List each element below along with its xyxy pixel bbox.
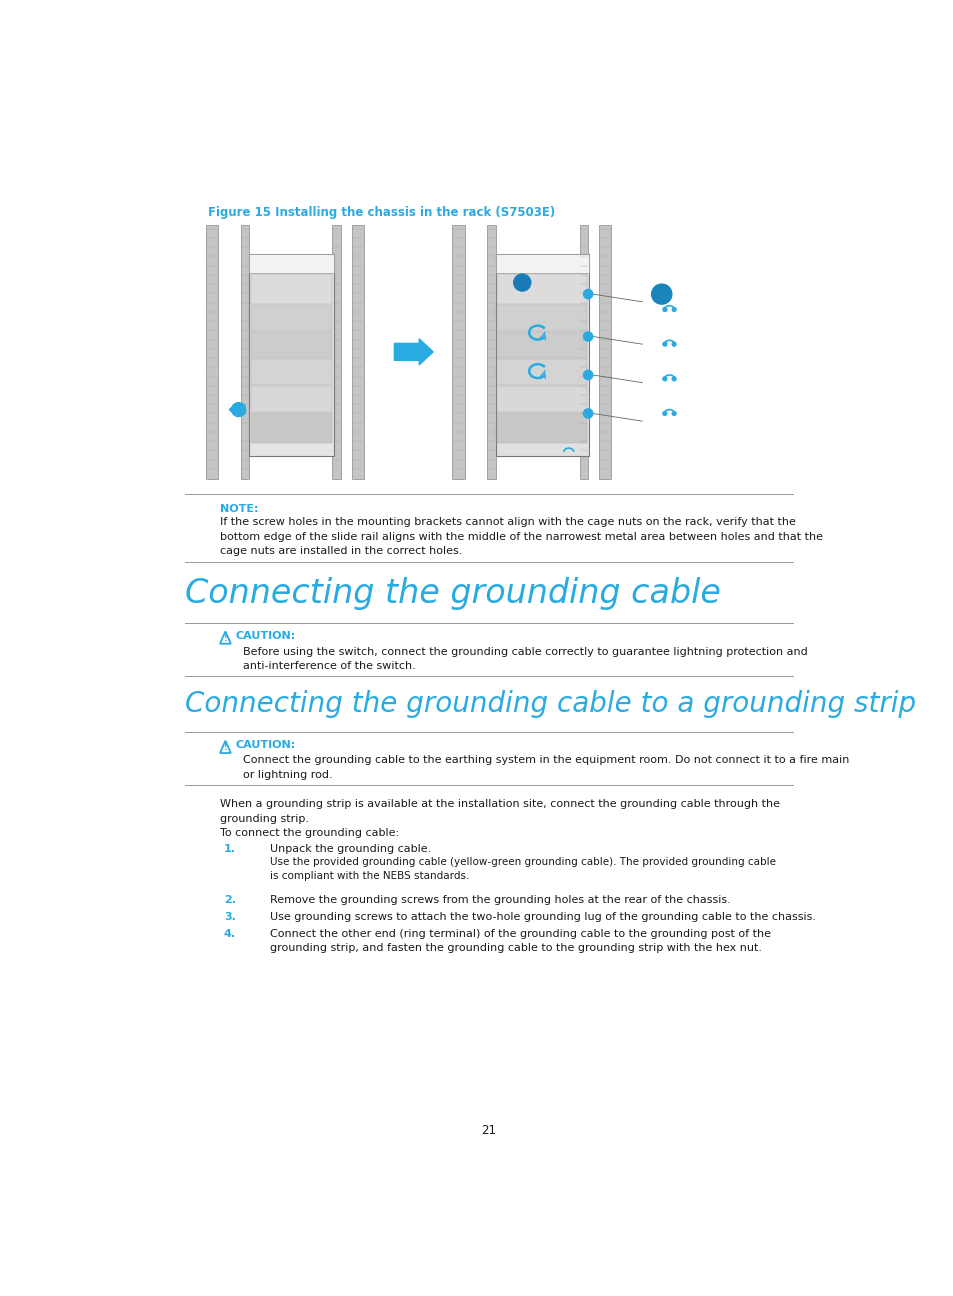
Circle shape <box>513 273 530 292</box>
Text: !: ! <box>223 743 227 752</box>
Bar <box>206 224 218 480</box>
Bar <box>251 359 332 385</box>
Circle shape <box>583 408 592 419</box>
Circle shape <box>662 342 666 346</box>
Bar <box>452 224 464 480</box>
Circle shape <box>662 307 666 311</box>
Text: 2.: 2. <box>224 894 235 905</box>
Text: !: ! <box>223 634 227 643</box>
Circle shape <box>583 289 592 299</box>
Circle shape <box>672 377 676 381</box>
Circle shape <box>662 412 666 416</box>
Text: Figure 15 Installing the chassis in the rack (S7503E): Figure 15 Installing the chassis in the … <box>208 206 555 219</box>
Text: Use grounding screws to attach the two-hole grounding lug of the grounding cable: Use grounding screws to attach the two-h… <box>270 911 816 921</box>
Bar <box>241 224 249 480</box>
Text: 3.: 3. <box>224 911 235 921</box>
Text: Connecting the grounding cable to a grounding strip: Connecting the grounding cable to a grou… <box>185 689 915 718</box>
Circle shape <box>672 307 676 311</box>
Bar <box>251 273 332 305</box>
Bar <box>251 332 332 358</box>
Bar <box>497 386 587 412</box>
Bar <box>497 273 587 305</box>
Bar <box>251 386 332 412</box>
Bar <box>251 305 332 330</box>
Text: CAUTION:: CAUTION: <box>235 740 295 750</box>
Circle shape <box>662 377 666 381</box>
Circle shape <box>583 371 592 380</box>
Bar <box>579 224 587 480</box>
Circle shape <box>651 284 671 305</box>
Text: When a grounding strip is available at the installation site, connect the ground: When a grounding strip is available at t… <box>220 800 780 824</box>
Text: 1.: 1. <box>224 844 235 854</box>
Text: If the screw holes in the mounting brackets cannot align with the cage nuts on t: If the screw holes in the mounting brack… <box>220 517 822 556</box>
Circle shape <box>232 403 245 416</box>
Text: Connecting the grounding cable: Connecting the grounding cable <box>185 578 720 610</box>
Text: 21: 21 <box>481 1124 496 1137</box>
Bar <box>497 305 587 330</box>
Bar <box>497 332 587 358</box>
Bar <box>497 359 587 385</box>
Bar <box>332 224 340 480</box>
Text: Before using the switch, connect the grounding cable correctly to guarantee ligh: Before using the switch, connect the gro… <box>243 647 807 671</box>
Bar <box>352 224 364 480</box>
FancyArrow shape <box>229 403 245 416</box>
Text: Use the provided grounding cable (yellow-green grounding cable). The provided gr: Use the provided grounding cable (yellow… <box>270 857 776 881</box>
Bar <box>496 254 588 273</box>
Bar <box>497 412 587 443</box>
Bar <box>249 254 334 456</box>
Bar <box>249 254 334 273</box>
Text: Unpack the grounding cable.: Unpack the grounding cable. <box>270 844 431 854</box>
Circle shape <box>672 342 676 346</box>
Text: CAUTION:: CAUTION: <box>235 631 295 640</box>
FancyArrow shape <box>394 338 433 365</box>
Text: Connect the grounding cable to the earthing system in the equipment room. Do not: Connect the grounding cable to the earth… <box>243 756 849 780</box>
Text: NOTE:: NOTE: <box>220 504 258 515</box>
Bar <box>487 224 496 480</box>
Bar <box>251 412 332 443</box>
Bar <box>496 254 588 456</box>
Text: 4.: 4. <box>224 929 235 938</box>
Text: To connect the grounding cable:: To connect the grounding cable: <box>220 828 398 839</box>
Circle shape <box>672 412 676 416</box>
Text: Connect the other end (ring terminal) of the grounding cable to the grounding po: Connect the other end (ring terminal) of… <box>270 929 771 953</box>
Text: Remove the grounding screws from the grounding holes at the rear of the chassis.: Remove the grounding screws from the gro… <box>270 894 730 905</box>
Circle shape <box>583 332 592 341</box>
Bar <box>598 224 611 480</box>
